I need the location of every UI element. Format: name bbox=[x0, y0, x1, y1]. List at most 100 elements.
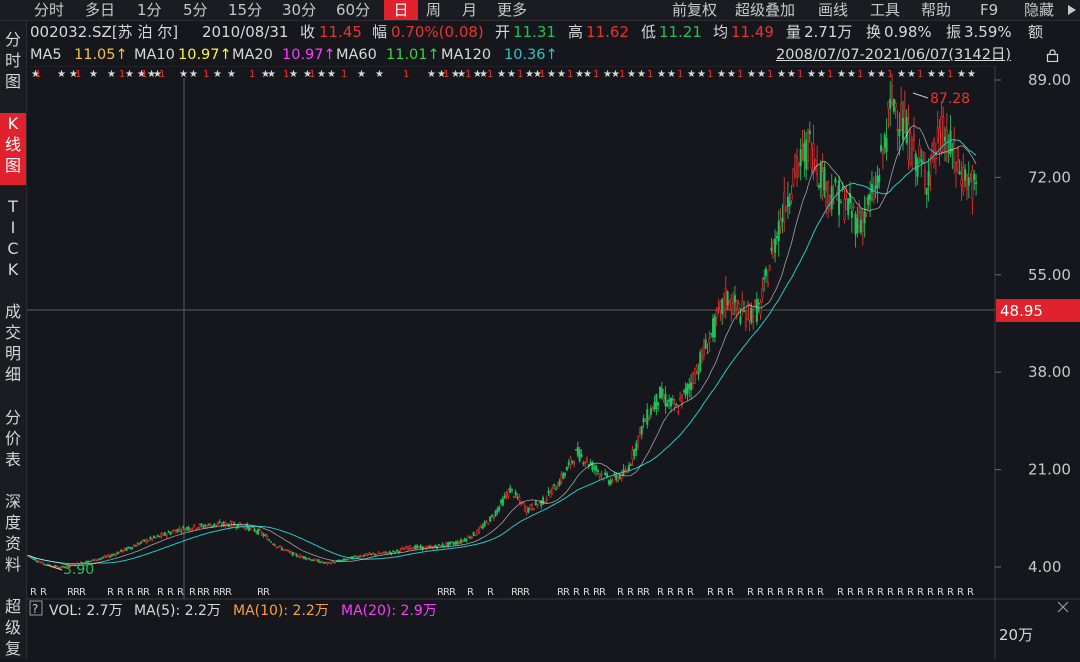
period-tab-1min[interactable]: 1分 bbox=[137, 1, 162, 19]
candle-body bbox=[169, 532, 172, 535]
high-value: 11.62 bbox=[586, 23, 629, 41]
sidetab-trade-detail[interactable]: 成 交 明 细 bbox=[4, 302, 21, 384]
candle-body bbox=[319, 561, 322, 563]
event-marker: ★ bbox=[787, 69, 796, 80]
rights-marker: R bbox=[937, 587, 944, 598]
rights-marker: R bbox=[947, 587, 954, 598]
rights-marker: R bbox=[117, 587, 124, 598]
close-pane-icon[interactable] bbox=[1057, 601, 1069, 613]
candle-body bbox=[938, 128, 941, 154]
candle-body bbox=[342, 558, 345, 561]
period-tab-60min[interactable]: 60分 bbox=[336, 1, 371, 19]
period-tab-more[interactable]: 更多 bbox=[497, 1, 528, 19]
candle-body bbox=[300, 556, 303, 558]
candle-body bbox=[143, 539, 146, 542]
super-overlay-button[interactable]: 超级叠加 bbox=[735, 1, 796, 19]
sidetab-price-table[interactable]: 分 价 表 bbox=[4, 408, 21, 469]
help-icon[interactable] bbox=[29, 600, 43, 616]
rights-marker: R bbox=[817, 587, 824, 598]
candle-body bbox=[733, 295, 736, 303]
turnover-label: 换 bbox=[866, 23, 882, 41]
candle-body bbox=[819, 163, 822, 188]
date-range-selector[interactable]: 2008/07/07-2021/06/07(3142日) bbox=[776, 47, 1012, 63]
candle-body bbox=[321, 560, 324, 563]
candle-body bbox=[712, 318, 715, 338]
candle-body bbox=[668, 399, 671, 403]
candle-body bbox=[90, 559, 93, 562]
period-tab-day[interactable]: 日 bbox=[384, 0, 418, 20]
candle-body bbox=[388, 551, 391, 553]
rights-marker: R bbox=[657, 587, 664, 598]
candle-body bbox=[194, 528, 197, 530]
candle-body bbox=[395, 549, 398, 552]
period-tab-15min[interactable]: 15分 bbox=[228, 1, 263, 19]
rights-marker: R bbox=[667, 587, 674, 598]
hide-button[interactable]: 隐藏 bbox=[1024, 1, 1055, 19]
candle-body bbox=[448, 541, 451, 545]
candle-body bbox=[103, 555, 106, 558]
sidetab-super-review[interactable]: 超 级 复 bbox=[4, 597, 21, 658]
candle-body bbox=[289, 551, 292, 554]
candle-body bbox=[178, 528, 181, 531]
price-tick-label: 89.00 bbox=[1028, 71, 1071, 89]
candle-body bbox=[754, 300, 757, 304]
sidetab-timeshare[interactable]: 分 时 图 bbox=[4, 30, 21, 91]
period-tab-minute[interactable]: 分时 bbox=[34, 1, 65, 19]
candle-body bbox=[384, 551, 387, 553]
candle-body bbox=[202, 525, 205, 528]
f9-button[interactable]: F9 bbox=[980, 1, 999, 19]
sidetab-tick[interactable]: T I C K bbox=[7, 197, 19, 279]
candle-body bbox=[176, 528, 179, 533]
candle-body bbox=[496, 508, 499, 513]
candle-body bbox=[721, 299, 724, 315]
candle-body bbox=[929, 163, 932, 177]
candle-body bbox=[61, 566, 64, 568]
rights-marker: R bbox=[213, 587, 220, 598]
tools-button[interactable]: 工具 bbox=[870, 1, 901, 19]
candle-body bbox=[441, 543, 444, 547]
period-tab-multiday[interactable]: 多日 bbox=[85, 1, 116, 19]
rights-marker: R bbox=[877, 587, 884, 598]
candle-body bbox=[198, 524, 201, 528]
candle-body bbox=[262, 534, 265, 537]
candle-body bbox=[923, 170, 926, 186]
lock-icon[interactable] bbox=[1046, 49, 1059, 62]
adjust-forward-button[interactable]: 前复权 bbox=[672, 1, 718, 19]
candle-body bbox=[461, 540, 464, 542]
candle-body bbox=[253, 528, 256, 532]
candle-body bbox=[383, 551, 386, 553]
period-tab-30min[interactable]: 30分 bbox=[282, 1, 317, 19]
period-tab-week[interactable]: 周 bbox=[426, 1, 442, 19]
candle-body bbox=[781, 217, 784, 222]
sidetab-kline[interactable]: K 线 图 bbox=[0, 113, 26, 185]
candle-body bbox=[30, 556, 33, 559]
ma-legend-bar: MA5 11.05↑ MA10 10.97↑ MA20 10.97↑ MA60 … bbox=[30, 44, 1080, 66]
candle-body bbox=[717, 307, 720, 309]
candle-body bbox=[743, 310, 746, 313]
event-marker: 1 bbox=[403, 69, 409, 80]
candle-body bbox=[500, 500, 503, 504]
candle-body bbox=[545, 498, 548, 501]
candle-body bbox=[699, 352, 702, 372]
candle-body bbox=[163, 532, 166, 536]
period-tab-5min[interactable]: 5分 bbox=[183, 1, 208, 19]
period-tab-month[interactable]: 月 bbox=[462, 1, 478, 19]
candle-body bbox=[472, 531, 475, 536]
event-marker: 1 bbox=[827, 69, 833, 80]
sidetab-depth-data[interactable]: 深 度 资 料 bbox=[4, 492, 21, 574]
candle-body bbox=[779, 219, 782, 228]
draw-line-button[interactable]: 画线 bbox=[818, 1, 849, 19]
min-pointer bbox=[46, 564, 63, 571]
kline-chart[interactable]: ★1 ★ ★1 ★ ★ 1 ★ ★1 ★★1 ★ ★ 1 ★ ★ 1 ★★ 1 ★ ★1 ★ ★ 1 ★ ★ 1 ★ ★1 ★★ 1 ★★… bbox=[27, 66, 1080, 659]
max-pointer bbox=[912, 92, 929, 99]
event-marker: ★ bbox=[603, 69, 612, 80]
candle-body bbox=[522, 502, 525, 504]
help-button[interactable]: 帮助 bbox=[921, 1, 952, 19]
candle-body bbox=[669, 398, 672, 407]
candle-body bbox=[596, 470, 599, 473]
candle-body bbox=[726, 291, 729, 306]
rights-marker: R bbox=[257, 587, 264, 598]
rights-marker: R bbox=[857, 587, 864, 598]
ma5-label: MA5 bbox=[30, 47, 62, 63]
candle-body bbox=[392, 550, 395, 552]
